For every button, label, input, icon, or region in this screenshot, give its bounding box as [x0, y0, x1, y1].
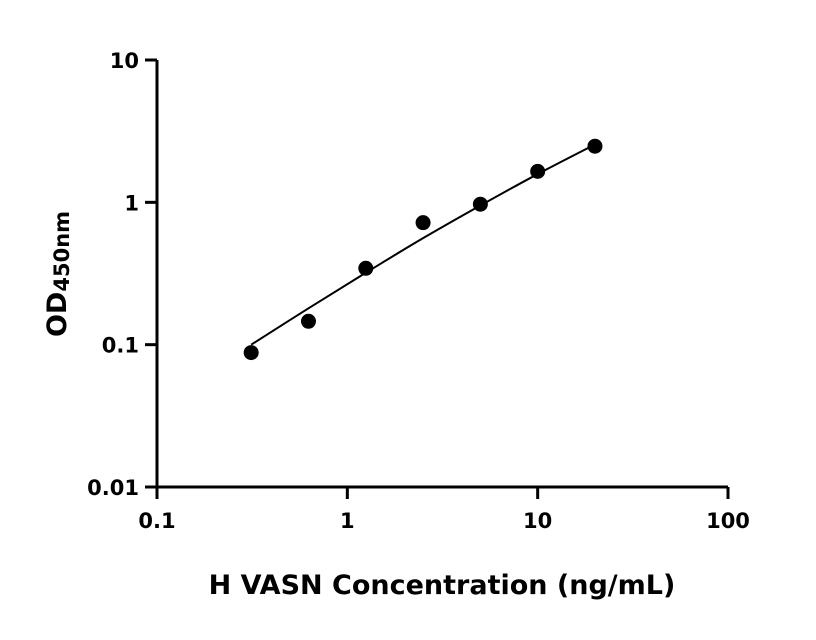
- x-tick-label: 100: [706, 509, 750, 533]
- axes: 0.1 1 10 100 0.01 0.1 1 10: [87, 49, 750, 533]
- data-points: [243, 138, 603, 361]
- y-tick-label: 1: [124, 191, 139, 215]
- svg-text:OD450nm: OD450nm: [42, 211, 74, 337]
- y-axis-label-group: OD450nm: [42, 211, 74, 337]
- x-tick-label: 1: [340, 509, 355, 533]
- data-point: [358, 260, 374, 276]
- y-tick-label: 0.01: [87, 476, 139, 500]
- y-axis-label-subscript: 450nm: [50, 211, 74, 292]
- y-axis-label: OD: [42, 292, 73, 337]
- x-axis-label: H VASN Concentration (ng/mL): [209, 570, 676, 601]
- data-point: [415, 215, 431, 231]
- data-point: [530, 163, 546, 179]
- data-point: [472, 196, 488, 212]
- x-tick-label: 10: [523, 509, 552, 533]
- y-tick-label: 0.1: [102, 334, 139, 358]
- y-tick-label: 10: [110, 49, 139, 73]
- data-point: [243, 345, 259, 361]
- x-tick-label: 0.1: [138, 509, 175, 533]
- data-point: [300, 313, 316, 329]
- data-point: [587, 138, 603, 154]
